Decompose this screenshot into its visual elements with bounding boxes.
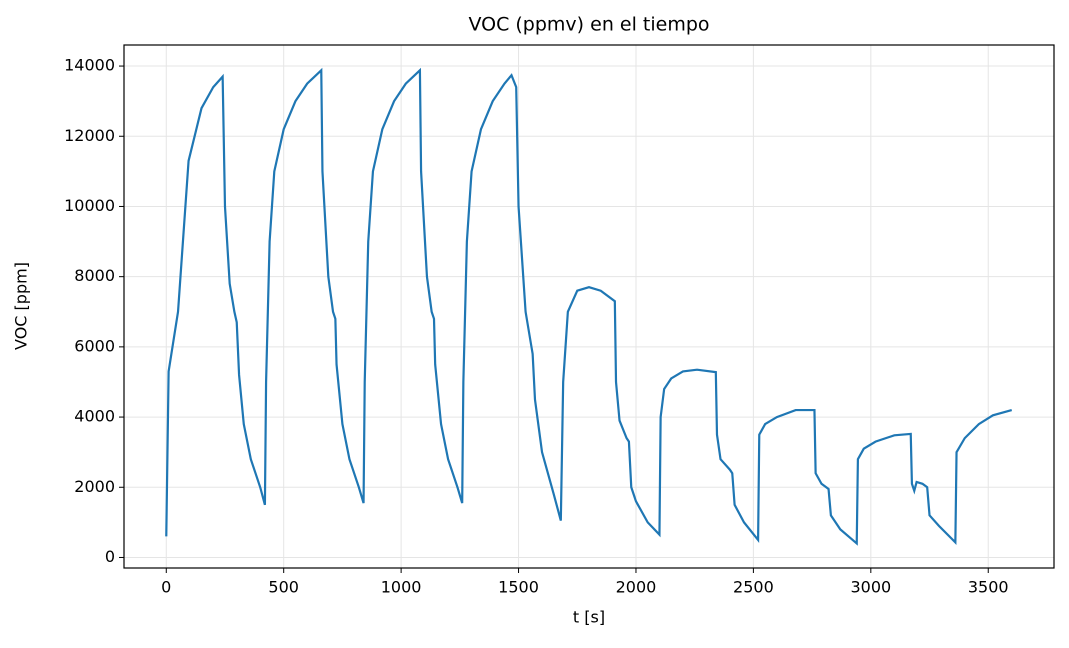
chart-title: VOC (ppmv) en el tiempo bbox=[468, 14, 709, 36]
data-line bbox=[165, 67, 1013, 546]
y-tick-label: 10000 bbox=[64, 196, 115, 215]
x-tick-label: 1000 bbox=[381, 578, 422, 597]
x-tick-label: 3000 bbox=[850, 578, 891, 597]
y-tick-label: 12000 bbox=[64, 126, 115, 145]
x-tick-label: 1500 bbox=[498, 578, 539, 597]
x-tick-label: 3500 bbox=[968, 578, 1009, 597]
y-axis-label: VOC [ppm] bbox=[12, 262, 31, 350]
x-tick-label: 2000 bbox=[616, 578, 657, 597]
y-tick-label: 0 bbox=[105, 547, 115, 566]
x-tick-label: 0 bbox=[161, 578, 171, 597]
plot-frame bbox=[123, 44, 1055, 569]
x-axis-label: t [s] bbox=[573, 608, 605, 627]
y-tick-label: 14000 bbox=[64, 56, 115, 75]
y-tick-label: 8000 bbox=[74, 266, 115, 285]
x-tick-label: 500 bbox=[268, 578, 299, 597]
x-tick-label: 2500 bbox=[733, 578, 774, 597]
y-tick-label: 2000 bbox=[74, 477, 115, 496]
y-tick-label: 6000 bbox=[74, 336, 115, 355]
y-tick-label: 4000 bbox=[74, 407, 115, 426]
